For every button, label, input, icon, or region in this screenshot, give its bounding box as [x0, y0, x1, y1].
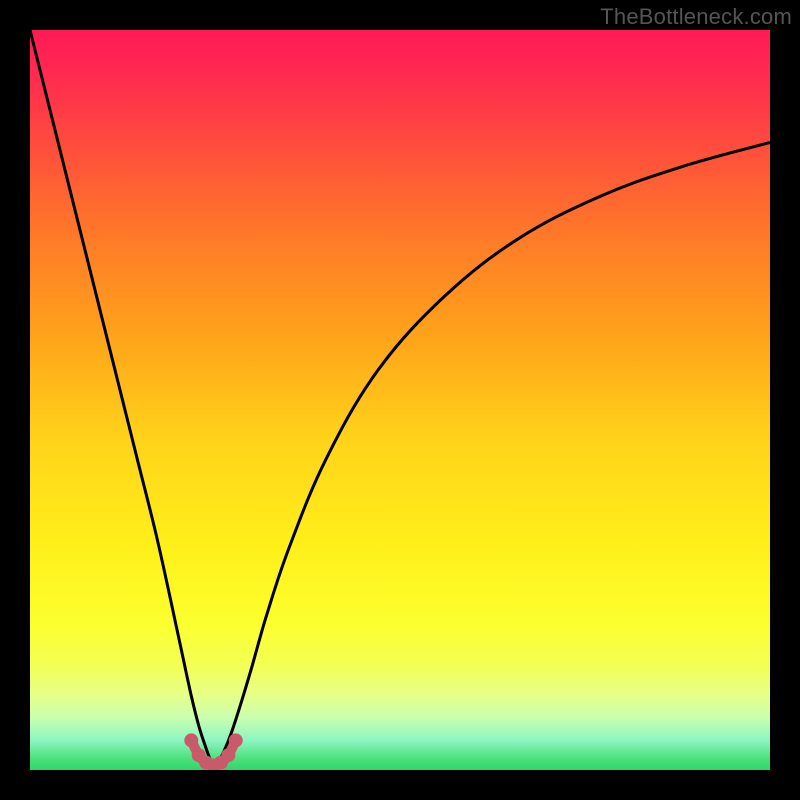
chart-svg: [0, 0, 800, 800]
watermark-text: TheBottleneck.com: [600, 4, 792, 30]
valley-dot: [229, 733, 243, 747]
plot-area: [30, 30, 770, 773]
gradient-background: [30, 30, 770, 770]
chart-stage: TheBottleneck.com: [0, 0, 800, 800]
valley-dot: [221, 748, 235, 762]
valley-dot: [184, 733, 198, 747]
